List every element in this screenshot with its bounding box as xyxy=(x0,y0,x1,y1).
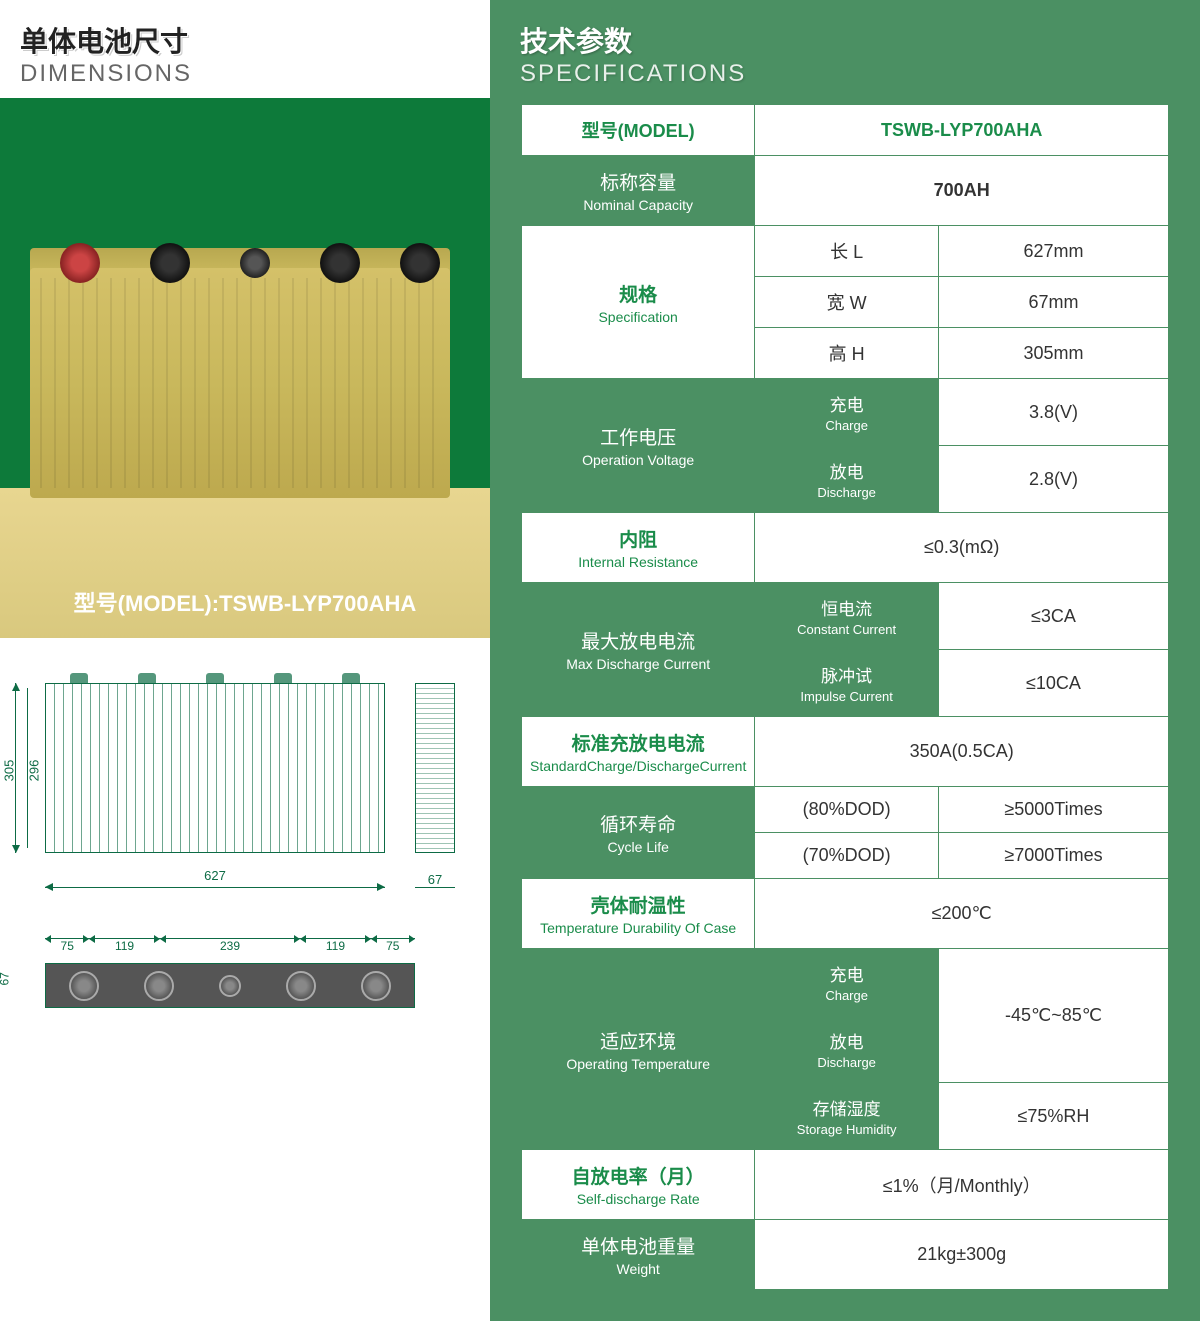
voltage-label: 工作电压Operation Voltage xyxy=(521,379,755,513)
td-75b: 75 xyxy=(371,938,415,958)
td-75a: 75 xyxy=(45,938,89,958)
ir-label: 内阻Internal Resistance xyxy=(521,513,755,583)
spec-l-val: 627mm xyxy=(938,226,1169,277)
std-val: 350A(0.5CA) xyxy=(755,717,1169,787)
tempcase-label: 壳体耐温性Temperature Durability Of Case xyxy=(521,879,755,949)
front-view: 305 296 627 xyxy=(15,668,395,888)
terminal-5 xyxy=(400,243,440,283)
dim-67-top: 67 xyxy=(0,972,43,985)
tech-drawings: 305 296 627 67 67 75 119 239 119 xyxy=(0,638,490,1068)
spec-title-cn: 技术参数 xyxy=(520,20,1170,60)
std-label: 标准充放电电流StandardCharge/DischargeCurrent xyxy=(521,717,755,787)
discharge-label: 放电Discharge xyxy=(755,446,939,513)
d80-val: ≥5000Times xyxy=(938,787,1169,833)
left-panel: 单体电池尺寸 DIMENSIONS 型号(MODEL):TSWB-LYP700A… xyxy=(0,0,490,1321)
terminal-center xyxy=(240,248,270,278)
ic-label: 脉冲试Impulse Current xyxy=(755,650,939,717)
td-119a: 119 xyxy=(89,938,159,958)
dim-67-side: 67 xyxy=(415,872,455,888)
d70: (70%DOD) xyxy=(755,833,939,879)
dim-627: 627 xyxy=(204,868,226,883)
dimensions-header: 单体电池尺寸 DIMENSIONS xyxy=(0,0,490,98)
maxd-label: 最大放电电流Max Discharge Current xyxy=(521,583,755,717)
spec-title-en: SPECIFICATIONS xyxy=(520,60,1170,88)
dim-305: 305 xyxy=(1,760,16,782)
ot-discharge: 放电Discharge xyxy=(755,1016,939,1083)
cycle-label: 循环寿命Cycle Life xyxy=(521,787,755,879)
product-photo: 型号(MODEL):TSWB-LYP700AHA xyxy=(0,98,490,638)
spec-h: 高 H xyxy=(755,328,939,379)
nominal-label: 标称容量Nominal Capacity xyxy=(521,156,755,226)
right-panel: 技术参数 SPECIFICATIONS 型号(MODEL) TSWB-LYP70… xyxy=(490,0,1200,1321)
terminal-4 xyxy=(320,243,360,283)
ot-humid: 存储湿度Storage Humidity xyxy=(755,1083,939,1150)
d70-val: ≥7000Times xyxy=(938,833,1169,879)
spec-table: 型号(MODEL) TSWB-LYP700AHA 标称容量Nominal Cap… xyxy=(520,103,1170,1291)
spec-l: 长 L xyxy=(755,226,939,277)
battery-body xyxy=(30,268,450,498)
optemp-label: 适应环境Operating Temperature xyxy=(521,949,755,1150)
ot-cd-val: -45℃~85℃ xyxy=(938,949,1169,1083)
selfd-val: ≤1%（月/Monthly） xyxy=(755,1150,1169,1220)
ic-val: ≤10CA xyxy=(938,650,1169,717)
td-239: 239 xyxy=(160,938,301,958)
spec-h-val: 305mm xyxy=(938,328,1169,379)
dim-title-cn: 单体电池尺寸 xyxy=(20,20,470,60)
dim-title-en: DIMENSIONS xyxy=(20,60,470,88)
model-header: 型号(MODEL) xyxy=(521,104,755,156)
d80: (80%DOD) xyxy=(755,787,939,833)
spec-label: 规格Specification xyxy=(521,226,755,379)
discharge-val: 2.8(V) xyxy=(938,446,1169,513)
side-view: 67 xyxy=(410,668,465,888)
weight-label: 单体电池重量Weight xyxy=(521,1220,755,1291)
selfd-label: 自放电率（月）Self-discharge Rate xyxy=(521,1150,755,1220)
model-value: TSWB-LYP700AHA xyxy=(755,104,1169,156)
spec-w: 宽 W xyxy=(755,277,939,328)
charge-label: 充电Charge xyxy=(755,379,939,446)
nominal-val: 700AH xyxy=(755,156,1169,226)
ir-val: ≤0.3(mΩ) xyxy=(755,513,1169,583)
spec-w-val: 67mm xyxy=(938,277,1169,328)
cc-val: ≤3CA xyxy=(938,583,1169,650)
tempcase-val: ≤200℃ xyxy=(755,879,1169,949)
dim-296: 296 xyxy=(26,760,41,782)
page: 单体电池尺寸 DIMENSIONS 型号(MODEL):TSWB-LYP700A… xyxy=(0,0,1200,1321)
terminal-2 xyxy=(150,243,190,283)
photo-model-label: 型号(MODEL):TSWB-LYP700AHA xyxy=(0,586,490,618)
terminal-red xyxy=(60,243,100,283)
ot-humid-val: ≤75%RH xyxy=(938,1083,1169,1150)
weight-val: 21kg±300g xyxy=(755,1220,1169,1291)
cc-label: 恒电流Constant Current xyxy=(755,583,939,650)
ot-charge: 充电Charge xyxy=(755,949,939,1016)
charge-val: 3.8(V) xyxy=(938,379,1169,446)
td-119b: 119 xyxy=(300,938,370,958)
spec-header: 技术参数 SPECIFICATIONS xyxy=(520,0,1170,103)
top-view: 67 75 119 239 119 75 xyxy=(15,928,435,1038)
